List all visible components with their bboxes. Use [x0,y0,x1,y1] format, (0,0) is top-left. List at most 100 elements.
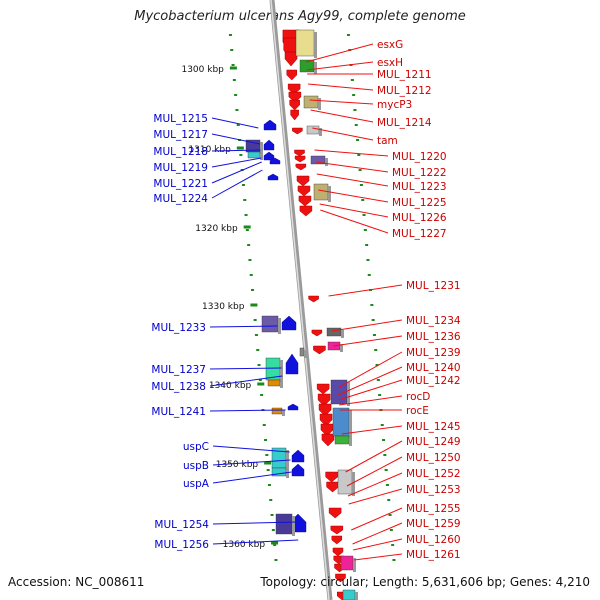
inner-scale-dot [231,64,235,66]
outer-scale-dot [353,109,357,111]
right-gene-label: MUL_1211 [377,69,432,81]
inner-scale-dot [249,274,253,276]
gene-feature-block [342,589,356,600]
inner-scale-dot [251,289,255,291]
forward-gene-arrow [287,83,301,95]
right-label-leader [352,522,403,545]
right-label-leader [341,425,403,435]
inner-scale-dot [270,514,274,516]
forward-gene-arrow [311,329,323,337]
outer-scale-dot [375,364,379,366]
gene-feature-shadow [280,382,283,388]
outer-scale-dot [387,499,391,501]
left-label-leader [212,471,292,484]
outer-scale-dot [391,544,395,546]
right-gene-label: MUL_1226 [392,212,447,224]
inner-scale-dot [260,394,264,396]
right-gene-label: MUL_1223 [392,181,447,193]
right-gene-label: rocE [406,405,429,417]
kbp-tick-label: 1330 kbp [202,302,245,312]
gene-feature-shadow [314,32,317,58]
inner-scale-dot [266,469,270,471]
outer-scale-dot [388,514,392,516]
inner-scale-dot [248,259,252,261]
outer-scale-dot [356,139,360,141]
gene-feature-block [261,315,279,333]
inner-scale-dot [267,484,271,486]
inner-scale-dot [274,559,278,561]
outer-scale-dot [385,484,389,486]
outer-scale-dot [361,199,365,201]
right-label-leader [308,83,374,91]
gene-feature-shadow [349,410,352,438]
reverse-gene-arrow [263,119,277,131]
right-gene-label: MUL_1250 [406,452,461,464]
left-label-leader [212,445,290,453]
outer-scale-dot [383,454,387,456]
gene-feature-shadow [282,410,285,416]
inner-scale-dot [256,349,260,351]
right-gene-label: MUL_1212 [377,85,432,97]
forward-gene-arrow [332,547,344,557]
left-gene-label: MUL_1224 [153,193,208,205]
outer-scale-dot [367,274,371,276]
outer-scale-dot [352,94,356,96]
left-label-leader [211,133,261,145]
right-label-leader [306,61,374,71]
gene-feature-shadow [292,516,295,536]
gene-feature-block [306,125,320,135]
forward-gene-arrow [294,155,306,163]
reverse-gene-arrow [269,157,281,165]
right-gene-label: MUL_1239 [406,347,461,359]
right-gene-label: mycP3 [377,99,412,111]
gene-feature-shadow [352,472,355,496]
forward-gene-arrow [294,149,305,157]
kbp-tick-label: 1350 kbp [216,460,259,470]
left-gene-label: MUL_1219 [153,162,208,174]
right-label-leader [351,507,403,531]
inner-scale-dot [247,244,251,246]
gene-feature-block [334,435,350,445]
gene-feature-shadow [314,62,317,74]
kbp-tick-mark [229,66,237,70]
forward-gene-arrow [284,51,298,67]
inner-scale-dot [239,154,243,156]
left-gene-label: MUL_1233 [151,322,206,334]
gene-feature-block [303,95,319,109]
left-label-leader [211,117,259,129]
forward-gene-arrow [295,163,307,171]
outer-scale-dot [362,214,366,216]
left-label-leader [211,161,262,184]
right-gene-label: MUL_1236 [406,331,461,343]
forward-gene-arrow [319,413,333,427]
outer-scale-dot [371,319,375,321]
inner-scale-dot [230,49,234,51]
gene-feature-block [247,151,261,159]
forward-gene-arrow [330,525,344,535]
gene-feature-block [337,469,353,495]
right-gene-label: MUL_1227 [392,228,447,240]
inner-scale-dot [257,364,261,366]
inner-scale-dot [232,79,236,81]
gene-feature-shadow [318,98,321,110]
outer-scale-dot [370,304,374,306]
forward-gene-arrow [289,99,300,111]
gene-feature-block [326,327,342,337]
right-gene-label: MUL_1252 [406,468,461,480]
gene-feature-block [340,555,354,571]
map-title: Mycobacterium ulcerans Agy99, complete g… [134,9,466,24]
left-label-leader [211,169,263,199]
right-gene-label: MUL_1261 [406,549,461,561]
outer-scale-dot [350,79,354,81]
backbone-line [269,0,333,600]
inner-scale-dot [235,109,239,111]
gene-feature-shadow [325,158,328,166]
right-label-leader [348,488,403,505]
right-label-leader [353,538,403,551]
outer-scale-dot [384,469,388,471]
right-label-leader [339,395,403,406]
right-gene-label: MUL_1260 [406,534,461,546]
gene-feature-block [275,513,293,535]
outer-scale-dot [392,559,396,561]
right-gene-label: MUL_1245 [406,421,461,433]
